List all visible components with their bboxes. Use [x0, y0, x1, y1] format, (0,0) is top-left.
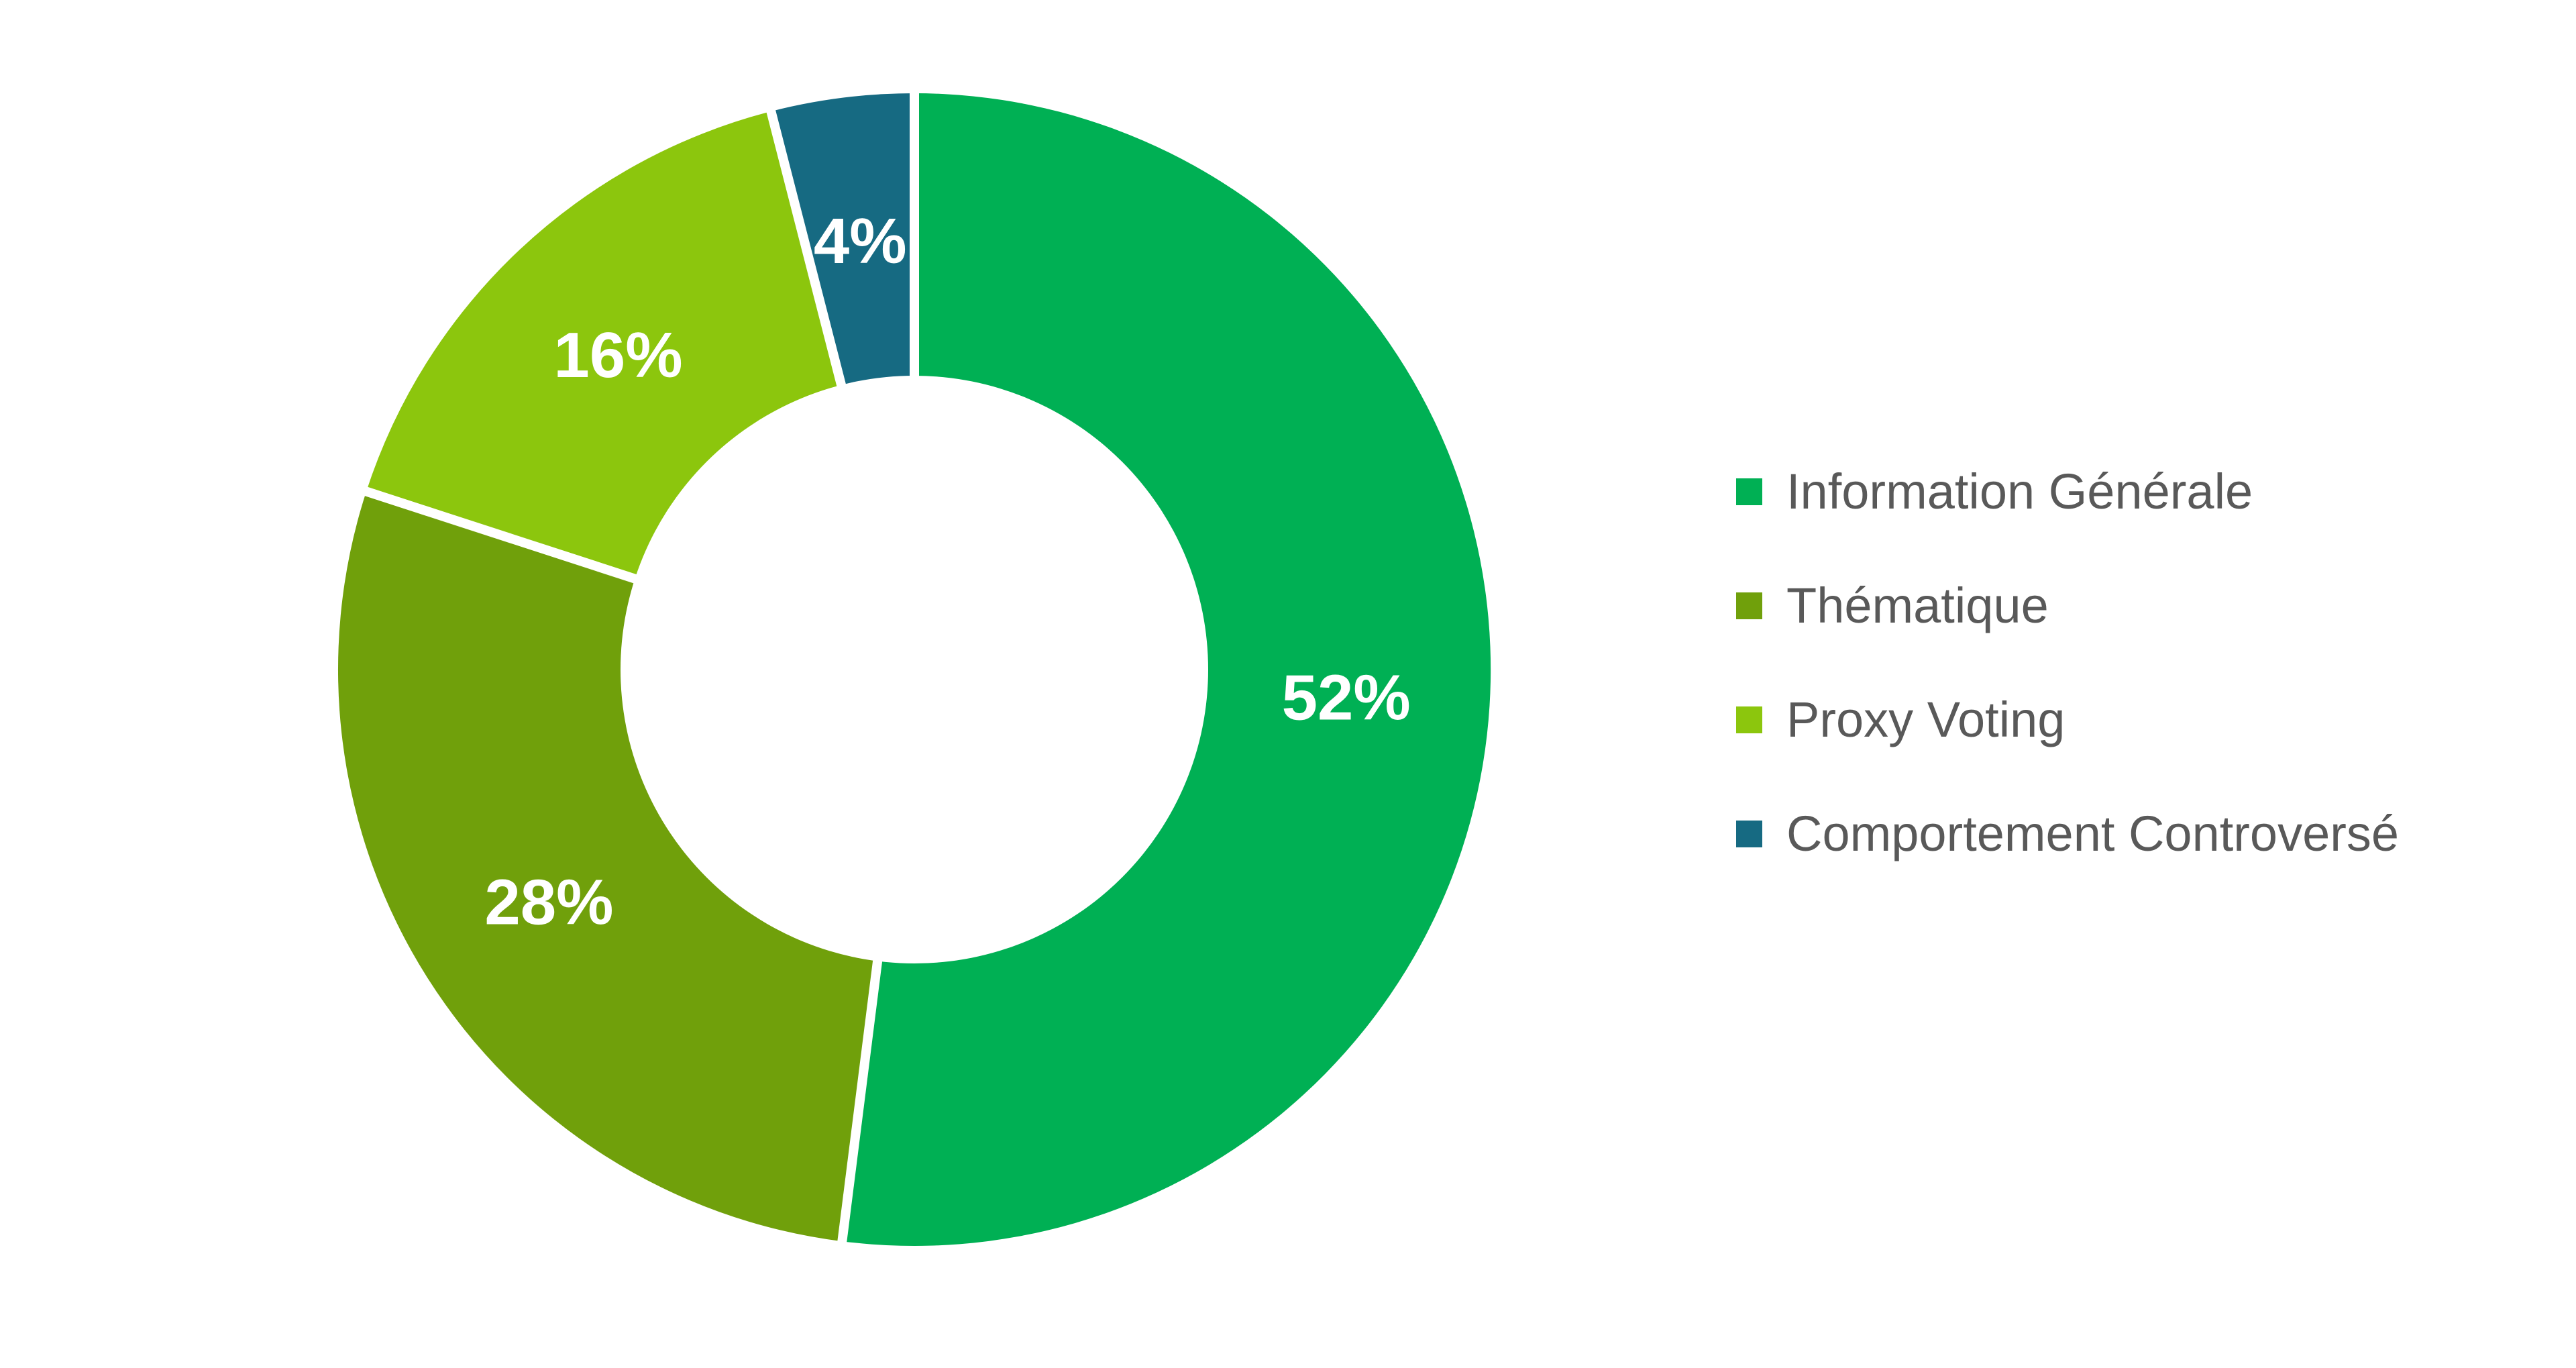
legend-swatch-icon	[1736, 821, 1762, 847]
slice-labels: 52% 28% 16% 4%	[484, 205, 1411, 939]
legend-item-proxy-voting: Proxy Voting	[1736, 663, 2399, 777]
legend-swatch-icon	[1736, 592, 1762, 619]
donut-hole	[621, 376, 1208, 963]
legend-swatch-icon	[1736, 478, 1762, 505]
legend-item-thematique: Thématique	[1736, 549, 2399, 663]
chart-legend: Information Générale Thématique Proxy Vo…	[1736, 435, 2399, 891]
legend-label: Thématique	[1786, 578, 2049, 633]
legend-label: Information Générale	[1786, 464, 2253, 519]
legend-label: Comportement Controversé	[1786, 806, 2400, 861]
legend-item-information-generale: Information Générale	[1736, 435, 2399, 549]
legend-label: Proxy Voting	[1786, 692, 2065, 747]
slice-label-1: 28%	[484, 867, 613, 939]
slice-label-0: 52%	[1282, 662, 1411, 734]
slice-label-2: 16%	[553, 319, 682, 391]
legend-swatch-icon	[1736, 706, 1762, 733]
legend-item-comportement-controverse: Comportement Controversé	[1736, 777, 2399, 891]
slice-label-3: 4%	[814, 205, 907, 277]
